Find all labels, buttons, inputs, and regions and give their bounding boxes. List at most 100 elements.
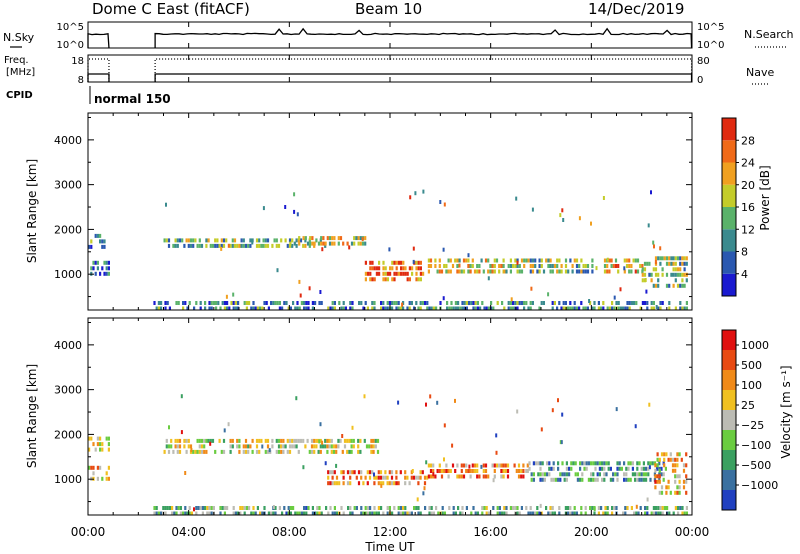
echo-cell [525, 301, 528, 305]
echo-cell [379, 481, 383, 486]
echo-cell [600, 506, 603, 510]
echo-point [557, 398, 559, 403]
echo-cell [362, 511, 365, 516]
echo-cell [335, 481, 339, 486]
echo-point [423, 486, 426, 491]
echo-band-4 [427, 463, 529, 479]
echo-cell [304, 444, 307, 449]
echo-cell [189, 444, 193, 449]
echo-cell [564, 264, 568, 268]
echo-point [634, 424, 637, 429]
echo-cell [215, 306, 218, 311]
echo-cell [516, 306, 519, 311]
echo-cell [249, 243, 252, 248]
echo-cell [293, 241, 296, 246]
echo-point [623, 266, 626, 271]
echo-cell [353, 241, 356, 246]
echo-cell [450, 306, 453, 311]
colorbar-tick-label: 4 [741, 268, 748, 281]
echo-cell [107, 442, 110, 447]
echo-cell [489, 264, 492, 268]
echo-cell [423, 475, 427, 480]
echo-cell [404, 470, 407, 475]
echo-cell [509, 306, 512, 311]
echo-cell [424, 301, 427, 305]
xtick-label: 12:00 [373, 525, 408, 539]
echo-cell [611, 306, 614, 311]
echo-point [443, 423, 446, 428]
echo-cell [579, 461, 582, 466]
echo-cell [214, 243, 217, 248]
echo-cell [669, 490, 672, 495]
echo-cell [233, 243, 237, 248]
echo-band-1 [90, 260, 110, 276]
echo-cell [467, 258, 470, 263]
echo-cell [507, 301, 510, 305]
echo-cell [656, 452, 659, 457]
echo-cell [647, 466, 650, 471]
echo-cell [336, 511, 339, 516]
echo-cell [611, 301, 614, 305]
echo-cell [212, 506, 215, 510]
echo-cell [491, 269, 494, 274]
echo-cell [339, 236, 343, 241]
colorbar-tick-label: −100 [741, 439, 771, 452]
echo-cell [556, 306, 559, 311]
echo-cell [436, 469, 439, 473]
echo-cell [399, 511, 402, 516]
echo-cell [397, 271, 400, 276]
echo-cell [479, 306, 482, 311]
echo-cell [188, 511, 191, 516]
echo-cell [103, 271, 106, 276]
echo-cell [237, 511, 240, 516]
echo-cell [671, 457, 675, 462]
echo-cell [422, 271, 425, 276]
echo-cell [554, 477, 557, 482]
echo-cell [192, 238, 195, 243]
echo-cell [342, 511, 345, 516]
echo-cell [505, 506, 508, 510]
echo-cell [597, 306, 600, 311]
echo-cell [419, 470, 422, 475]
echo-cell [628, 258, 631, 263]
echo-cell [679, 267, 682, 272]
echo-band-9 [153, 301, 688, 311]
echo-cell [377, 511, 380, 516]
echo-cell [389, 266, 392, 271]
echo-cell [605, 472, 608, 477]
echo-cell [551, 269, 554, 274]
echo-point [655, 305, 658, 309]
echo-cell [504, 469, 507, 473]
echo-cell [92, 442, 95, 447]
echo-cell [342, 241, 345, 246]
echo-cell [556, 258, 559, 263]
echo-cell [304, 236, 307, 241]
echo-cell [581, 461, 584, 466]
echo-cell [304, 238, 307, 243]
echo-cell [472, 306, 475, 311]
echo-cell [234, 301, 237, 305]
echo-cell [262, 243, 265, 248]
echo-cell [668, 283, 671, 288]
echo-cell [203, 449, 206, 454]
echo-cell [482, 474, 485, 479]
echo-point [439, 200, 442, 204]
echo-cell [208, 506, 211, 510]
echo-point [516, 409, 519, 414]
echo-cell [234, 511, 237, 516]
echo-cell [654, 272, 658, 277]
echo-cell [203, 444, 206, 449]
echo-cell [391, 306, 394, 311]
echo-cell [608, 306, 611, 311]
echo-cell [236, 444, 239, 449]
echo-cell [513, 463, 516, 468]
echo-cell [547, 258, 550, 263]
echo-cell [681, 511, 684, 516]
echo-cell [174, 243, 177, 248]
echo-cell [685, 301, 688, 305]
echo-cell [370, 438, 373, 443]
echo-cell [96, 476, 99, 481]
echo-cell [328, 444, 331, 449]
echo-cell [107, 266, 110, 271]
echo-cell [430, 306, 433, 311]
